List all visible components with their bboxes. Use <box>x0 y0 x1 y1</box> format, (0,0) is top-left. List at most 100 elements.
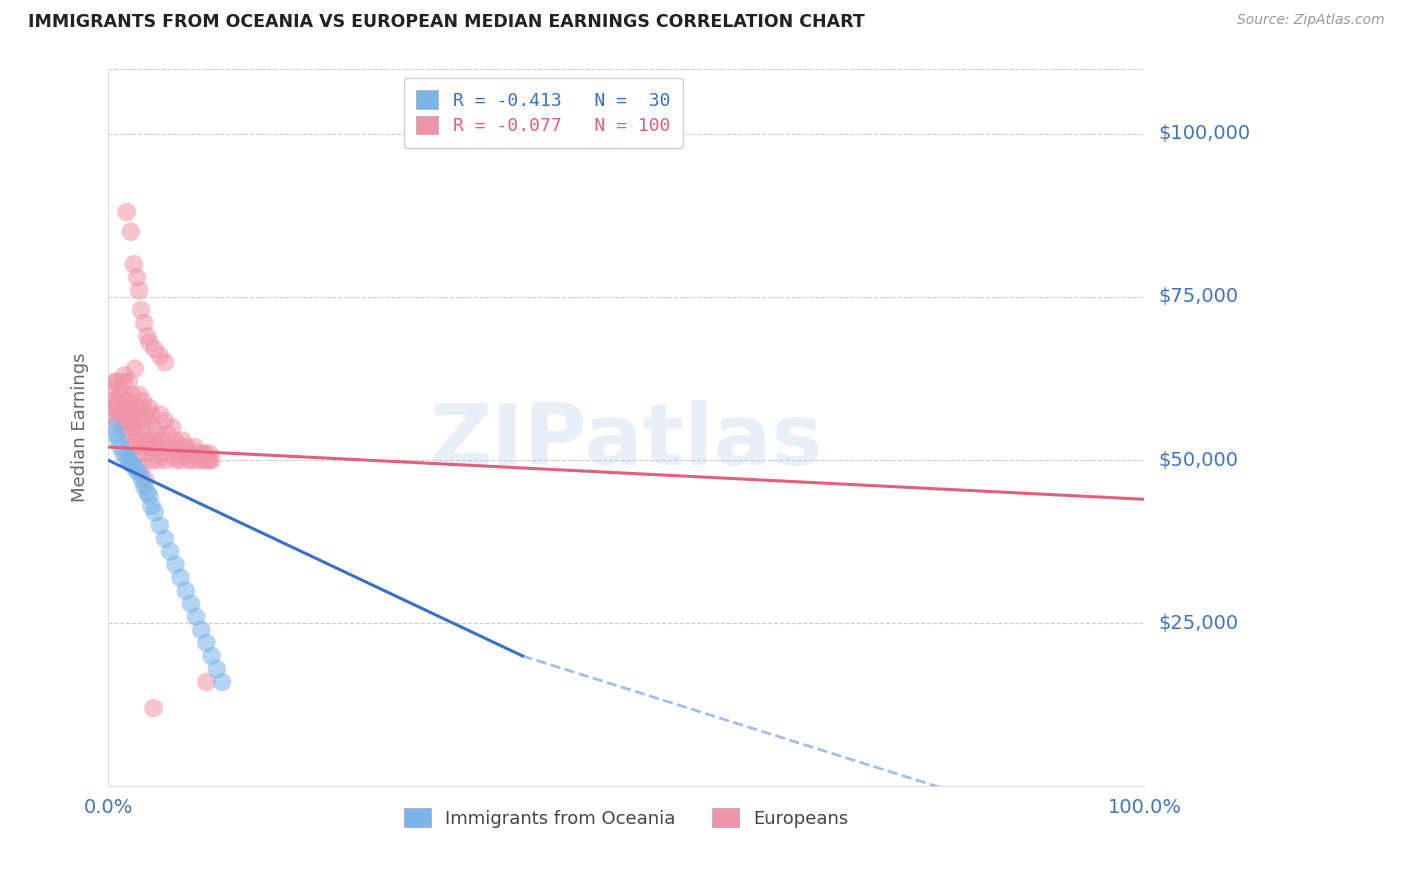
Point <box>129 401 152 415</box>
Point <box>118 375 141 389</box>
Point <box>174 583 197 598</box>
Point <box>195 636 218 650</box>
Point <box>195 675 218 690</box>
Point <box>152 447 174 461</box>
Point <box>98 408 121 422</box>
Point <box>124 434 146 448</box>
Point <box>114 414 136 428</box>
Point <box>148 453 170 467</box>
Point <box>143 434 166 448</box>
Point <box>190 447 212 461</box>
Point <box>131 459 153 474</box>
Point <box>107 434 129 448</box>
Point <box>112 420 135 434</box>
Point <box>142 701 165 715</box>
Point <box>198 453 221 467</box>
Point <box>121 420 143 434</box>
Point <box>165 558 187 572</box>
Legend: Immigrants from Oceania, Europeans: Immigrants from Oceania, Europeans <box>396 801 856 835</box>
Point <box>188 453 211 467</box>
Point <box>120 414 142 428</box>
Point <box>110 408 132 422</box>
Point <box>172 434 194 448</box>
Point <box>120 225 142 239</box>
Point <box>127 447 149 461</box>
Point <box>112 447 135 461</box>
Text: $75,000: $75,000 <box>1159 287 1239 307</box>
Point <box>135 447 157 461</box>
Point <box>128 466 150 480</box>
Point <box>107 394 129 409</box>
Point <box>159 544 181 558</box>
Point <box>138 489 160 503</box>
Point <box>149 518 172 533</box>
Point <box>134 316 156 330</box>
Point <box>131 420 153 434</box>
Point <box>176 440 198 454</box>
Point <box>141 408 163 422</box>
Point <box>117 427 139 442</box>
Point <box>101 420 124 434</box>
Point <box>205 662 228 676</box>
Point <box>197 453 219 467</box>
Point <box>157 427 180 442</box>
Point <box>122 459 145 474</box>
Point <box>142 420 165 434</box>
Point <box>139 440 162 454</box>
Point <box>118 401 141 415</box>
Point <box>142 453 165 467</box>
Point <box>177 453 200 467</box>
Point <box>118 414 141 428</box>
Point <box>105 414 128 428</box>
Text: Source: ZipAtlas.com: Source: ZipAtlas.com <box>1237 13 1385 28</box>
Point <box>114 408 136 422</box>
Point <box>134 408 156 422</box>
Point <box>153 532 176 546</box>
Point <box>115 394 138 409</box>
Point <box>143 342 166 356</box>
Point <box>110 440 132 454</box>
Point <box>180 597 202 611</box>
Text: ZIPatlas: ZIPatlas <box>429 401 823 483</box>
Point <box>186 447 208 461</box>
Text: $100,000: $100,000 <box>1159 124 1250 144</box>
Point <box>163 447 186 461</box>
Point <box>121 440 143 454</box>
Point <box>127 414 149 428</box>
Point <box>128 388 150 402</box>
Point <box>129 303 152 318</box>
Point <box>136 414 159 428</box>
Point <box>105 375 128 389</box>
Point <box>136 485 159 500</box>
Point <box>121 388 143 402</box>
Point <box>112 375 135 389</box>
Text: $25,000: $25,000 <box>1159 614 1239 632</box>
Point <box>165 434 187 448</box>
Point <box>169 453 191 467</box>
Point <box>110 408 132 422</box>
Point <box>211 675 233 690</box>
Point <box>190 623 212 637</box>
Point <box>153 414 176 428</box>
Text: IMMIGRANTS FROM OCEANIA VS EUROPEAN MEDIAN EARNINGS CORRELATION CHART: IMMIGRANTS FROM OCEANIA VS EUROPEAN MEDI… <box>28 13 865 31</box>
Point <box>120 457 142 471</box>
Text: $50,000: $50,000 <box>1159 450 1239 469</box>
Point <box>138 434 160 448</box>
Point <box>136 329 159 343</box>
Point <box>101 401 124 415</box>
Point <box>118 453 141 467</box>
Point <box>115 450 138 464</box>
Point <box>125 401 148 415</box>
Point <box>193 453 215 467</box>
Point <box>150 434 173 448</box>
Point <box>149 408 172 422</box>
Point <box>181 453 204 467</box>
Point <box>153 355 176 369</box>
Point <box>131 473 153 487</box>
Point <box>134 479 156 493</box>
Point <box>103 401 125 415</box>
Point <box>155 453 177 467</box>
Point <box>141 499 163 513</box>
Point <box>125 270 148 285</box>
Point <box>125 463 148 477</box>
